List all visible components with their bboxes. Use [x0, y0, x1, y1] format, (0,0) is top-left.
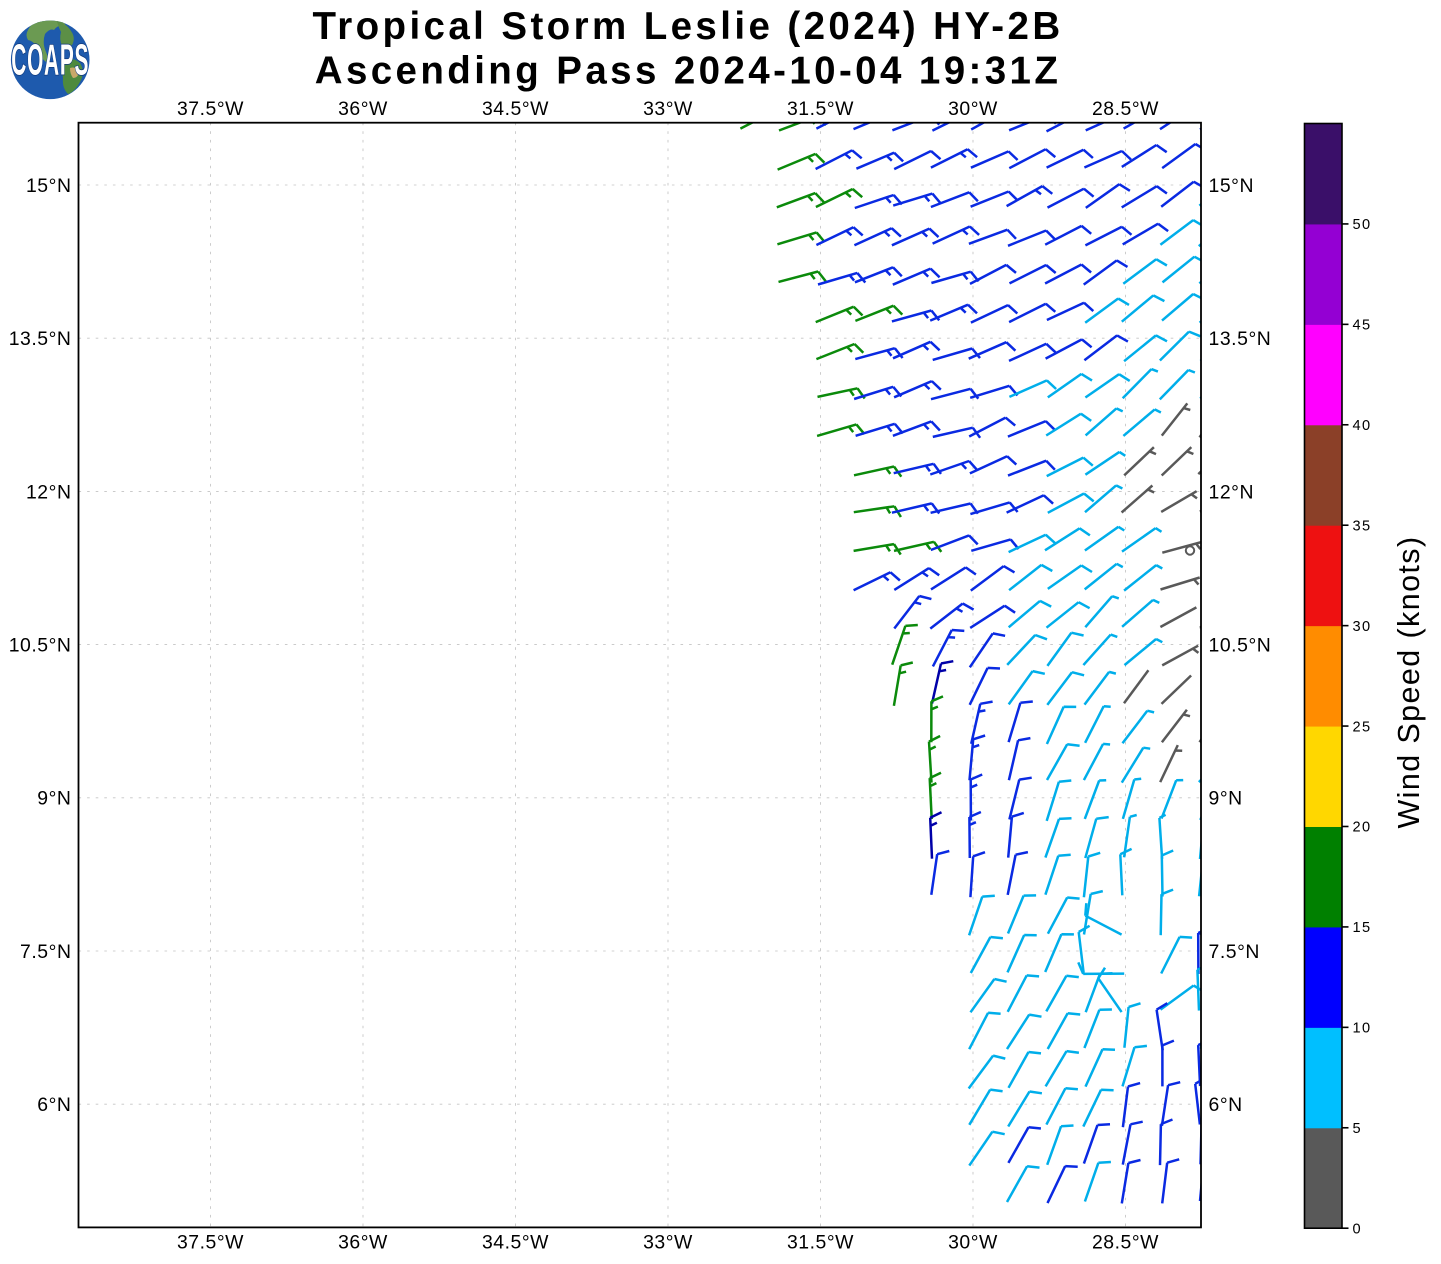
svg-text:6°N: 6°N [37, 1094, 71, 1116]
svg-text:15°N: 15°N [1209, 175, 1255, 197]
svg-text:10.5°N: 10.5°N [9, 635, 72, 657]
svg-text:13.5°N: 13.5°N [9, 328, 72, 350]
svg-text:31.5°W: 31.5°W [787, 1231, 854, 1253]
svg-text:30°W: 30°W [948, 98, 998, 120]
svg-text:15: 15 [1353, 920, 1372, 936]
svg-text:45: 45 [1353, 318, 1372, 334]
svg-text:33°W: 33°W [643, 98, 693, 120]
svg-text:12°N: 12°N [26, 481, 72, 503]
svg-text:34.5°W: 34.5°W [482, 1231, 549, 1253]
svg-text:33°W: 33°W [643, 1231, 693, 1253]
svg-text:40: 40 [1353, 418, 1372, 434]
svg-text:9°N: 9°N [1209, 788, 1243, 810]
svg-text:36°W: 36°W [338, 98, 388, 120]
svg-text:25: 25 [1353, 719, 1372, 735]
svg-text:5: 5 [1353, 1121, 1363, 1137]
svg-text:20: 20 [1353, 820, 1372, 836]
svg-text:10.5°N: 10.5°N [1209, 635, 1272, 657]
svg-text:28.5°W: 28.5°W [1092, 1231, 1159, 1253]
svg-text:30: 30 [1353, 619, 1372, 635]
svg-text:35: 35 [1353, 518, 1372, 534]
svg-text:7.5°N: 7.5°N [20, 941, 71, 963]
svg-text:36°W: 36°W [338, 1231, 388, 1253]
svg-text:31.5°W: 31.5°W [787, 98, 854, 120]
svg-text:15°N: 15°N [26, 175, 72, 197]
svg-text:12°N: 12°N [1209, 481, 1255, 503]
svg-text:0: 0 [1353, 1221, 1363, 1237]
svg-text:37.5°W: 37.5°W [177, 1231, 244, 1253]
svg-text:7.5°N: 7.5°N [1209, 941, 1260, 963]
svg-text:Ascending Pass 2024-10-04 19:3: Ascending Pass 2024-10-04 19:31Z [315, 50, 1062, 93]
svg-text:34.5°W: 34.5°W [482, 98, 549, 120]
svg-text:9°N: 9°N [37, 788, 71, 810]
svg-text:6°N: 6°N [1209, 1094, 1243, 1116]
svg-text:Tropical Storm Leslie (2024) H: Tropical Storm Leslie (2024) HY-2B [312, 5, 1063, 48]
svg-text:28.5°W: 28.5°W [1092, 98, 1159, 120]
svg-text:50: 50 [1353, 217, 1372, 233]
svg-text:37.5°W: 37.5°W [177, 98, 244, 120]
svg-text:COAPS: COAPS [11, 36, 89, 84]
svg-text:30°W: 30°W [948, 1231, 998, 1253]
svg-text:Wind Speed (knots): Wind Speed (knots) [1392, 535, 1426, 828]
svg-text:13.5°N: 13.5°N [1209, 328, 1272, 350]
svg-text:10: 10 [1353, 1021, 1372, 1037]
